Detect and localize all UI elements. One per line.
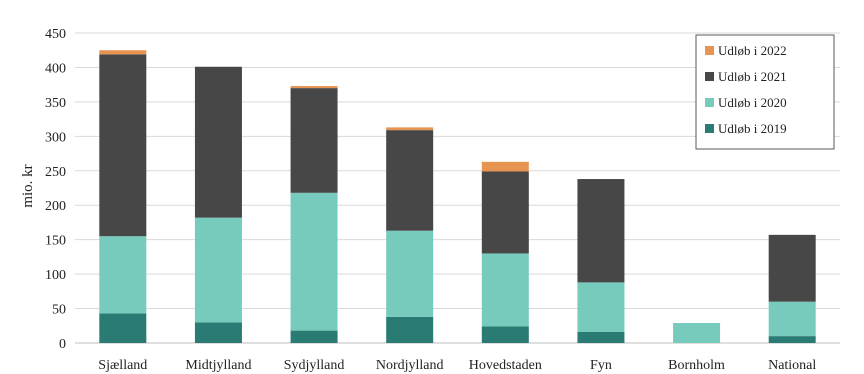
- legend-swatch: [705, 98, 714, 107]
- legend-label: Udløb i 2021: [718, 69, 787, 84]
- x-axis-categories: Sjælland Midtjylland Sydjylland Nordjylland…: [98, 358, 816, 373]
- legend-swatch: [705, 46, 714, 55]
- bar-segment: [99, 236, 147, 314]
- x-tick-label: Fyn: [590, 358, 612, 373]
- legend-swatch: [705, 124, 714, 133]
- bar-segment: [99, 54, 147, 237]
- bar-segment: [481, 171, 529, 254]
- y-tick-label: 0: [59, 337, 66, 352]
- legend: Udløb i 2022 Udløb i 2021 Udløb i 2020 Udlø…: [695, 34, 835, 150]
- x-tick-label: Hovedstaden: [469, 358, 542, 373]
- legend-label: Udløb i 2022: [718, 43, 787, 58]
- bar-segment: [481, 326, 529, 343]
- y-axis-ticks: 0 50 100 150 200 250 300 350 400 450: [45, 27, 66, 352]
- bar-segment: [481, 253, 529, 327]
- bar-segment: [194, 217, 242, 323]
- bar-segment: [386, 230, 434, 317]
- y-tick-label: 300: [45, 130, 66, 145]
- bar-segment: [386, 316, 434, 343]
- bar-segment: [577, 282, 625, 332]
- bar-segment: [290, 86, 338, 89]
- bar-segment: [386, 127, 434, 131]
- x-tick-label: National: [768, 358, 816, 373]
- x-tick-label: Sjælland: [98, 358, 147, 373]
- legend-label: Udløb i 2020: [718, 95, 787, 110]
- bar-segment: [577, 179, 625, 283]
- bar-segment: [290, 330, 338, 343]
- legend-box: [695, 34, 835, 150]
- y-tick-label: 400: [45, 61, 66, 76]
- bar-segment: [194, 322, 242, 343]
- legend-label: Udløb i 2019: [718, 121, 787, 136]
- y-tick-label: 50: [52, 303, 66, 318]
- y-axis-label: mio. kr: [20, 164, 36, 207]
- bar-segment: [768, 336, 816, 343]
- x-tick-label: Nordjylland: [376, 358, 444, 373]
- x-tick-label: Sydjylland: [284, 358, 345, 373]
- y-tick-label: 450: [45, 27, 66, 42]
- bar-segment: [768, 301, 816, 337]
- bar-segment: [577, 331, 625, 343]
- y-tick-label: 350: [45, 96, 66, 111]
- bar-segment: [673, 323, 721, 343]
- bar-segment: [290, 88, 338, 193]
- bar-segment: [99, 50, 147, 55]
- y-tick-label: 100: [45, 268, 66, 283]
- legend-swatch: [705, 72, 714, 81]
- bar-segment: [768, 234, 816, 302]
- y-tick-label: 150: [45, 234, 66, 249]
- bar-segment: [194, 66, 242, 218]
- bar-segment: [386, 130, 434, 231]
- bar-segment: [290, 192, 338, 331]
- y-tick-label: 200: [45, 199, 66, 214]
- bar-stacks: [99, 50, 816, 343]
- bar-segment: [99, 313, 147, 343]
- bar-segment: [481, 161, 529, 172]
- y-tick-label: 250: [45, 165, 66, 180]
- x-tick-label: Bornholm: [668, 358, 725, 373]
- x-tick-label: Midtjylland: [185, 358, 251, 373]
